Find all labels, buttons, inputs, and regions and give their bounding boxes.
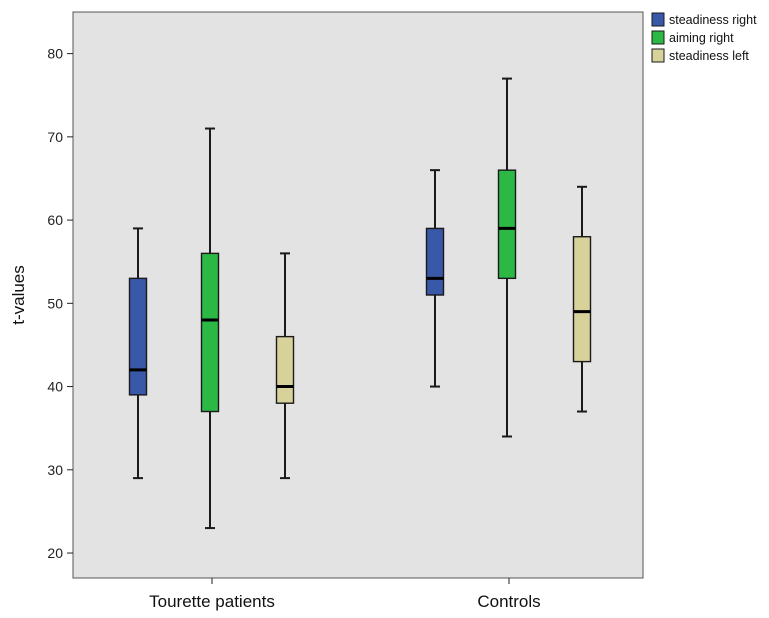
legend-item-2: steadiness left xyxy=(651,48,749,63)
box-1-0 xyxy=(200,127,220,530)
legend: steadiness right aiming right steadiness l… xyxy=(651,12,757,63)
box-0-0 xyxy=(128,227,148,480)
legend-label: steadiness left xyxy=(669,49,749,63)
box-body xyxy=(275,335,295,404)
box-1-1 xyxy=(497,77,517,438)
legend-swatch xyxy=(651,30,665,45)
y-tick-label-60: 60 xyxy=(47,212,63,228)
legend-swatch xyxy=(651,12,665,27)
y-tick-label-70: 70 xyxy=(47,129,63,145)
y-tick-label-40: 40 xyxy=(47,379,63,395)
box-body xyxy=(128,277,148,396)
plot-area xyxy=(72,11,644,579)
axes: 20 30 40 50 60 70 80 Tourette patients Controls xyxy=(47,46,540,611)
box-body xyxy=(200,252,220,413)
box-body xyxy=(572,236,592,363)
legend-swatch xyxy=(651,48,665,63)
box-series xyxy=(128,77,592,530)
y-tick-label-80: 80 xyxy=(47,46,63,62)
legend-item-1: aiming right xyxy=(651,30,734,45)
box-2-1 xyxy=(572,185,592,413)
box-2-0 xyxy=(275,252,295,480)
box-body xyxy=(497,169,517,280)
y-tick-label-20: 20 xyxy=(47,545,63,561)
y-tick-label-50: 50 xyxy=(47,295,63,311)
y-tick-label-30: 30 xyxy=(47,462,63,478)
legend-label: aiming right xyxy=(669,31,734,45)
y-axis-title: t-values xyxy=(9,265,28,325)
box-body xyxy=(425,227,445,296)
box-0-1 xyxy=(425,169,445,388)
x-category-label-1: Controls xyxy=(477,592,540,611)
legend-item-0: steadiness right xyxy=(651,12,757,27)
x-category-label-0: Tourette patients xyxy=(149,592,275,611)
legend-label: steadiness right xyxy=(669,13,757,27)
